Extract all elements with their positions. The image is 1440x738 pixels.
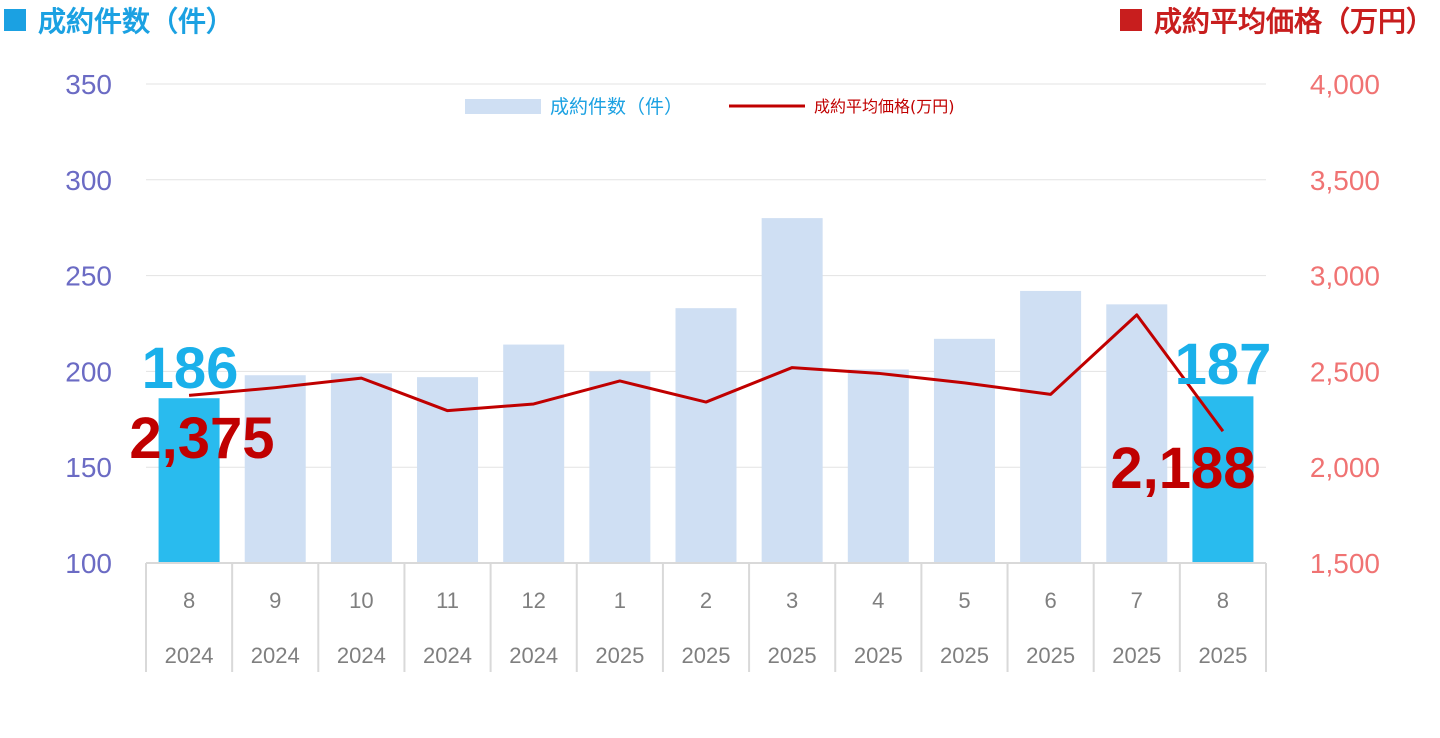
price-value-label: 2,375 xyxy=(129,406,274,471)
bar xyxy=(589,371,651,563)
year-label: 2024 xyxy=(509,643,558,668)
bar xyxy=(675,308,737,563)
year-label: 2025 xyxy=(1198,643,1247,668)
left-tick-label: 200 xyxy=(65,356,112,387)
bar xyxy=(933,338,995,563)
bar xyxy=(1020,290,1082,563)
right-axis-title-text: 成約平均価格（万円） xyxy=(1153,5,1434,38)
left-axis-title: 成約件数（件） xyxy=(4,2,234,38)
left-tick-label: 300 xyxy=(65,165,112,196)
bar-value-label: 186 xyxy=(142,336,239,401)
left-tick-label: 100 xyxy=(65,548,112,579)
month-label: 12 xyxy=(521,588,545,613)
year-label: 2025 xyxy=(1026,643,1075,668)
month-label: 6 xyxy=(1044,588,1056,613)
category-axis: 8 2024 9 2024 10 2024 11 2024 12 2024 1 2025 2 2025 3 2… xyxy=(145,562,1267,672)
bar xyxy=(1106,304,1168,563)
month-label: 8 xyxy=(183,588,195,613)
month-label: 8 xyxy=(1217,588,1229,613)
left-axis-ticks: 100 150 200 250 300 350 xyxy=(65,69,112,579)
bar xyxy=(761,218,823,563)
legend-bar-label: 成約件数（件） xyxy=(550,96,683,118)
year-label: 2025 xyxy=(682,643,731,668)
bar xyxy=(158,398,220,563)
right-tick-label: 1,500 xyxy=(1310,548,1380,579)
bar xyxy=(244,375,306,563)
right-tick-label: 3,500 xyxy=(1310,165,1380,196)
left-tick-label: 150 xyxy=(65,452,112,483)
month-label: 11 xyxy=(436,588,459,613)
legend-line-label: 成約平均価格(万円) xyxy=(814,97,955,116)
price-value-label: 2,188 xyxy=(1110,436,1255,501)
bar xyxy=(503,344,565,563)
month-label: 7 xyxy=(1131,588,1143,613)
right-tick-label: 2,500 xyxy=(1310,356,1380,387)
right-tick-label: 2,000 xyxy=(1310,452,1380,483)
right-tick-label: 4,000 xyxy=(1310,69,1380,100)
bar-series xyxy=(158,218,1254,563)
month-label: 2 xyxy=(700,588,712,613)
right-axis-title: 成約平均価格（万円） xyxy=(1119,2,1434,38)
right-title-swatch xyxy=(1119,9,1142,31)
left-tick-label: 250 xyxy=(65,261,112,292)
line-series xyxy=(188,313,1225,433)
month-label: 10 xyxy=(349,588,373,613)
year-label: 2025 xyxy=(854,643,903,668)
right-tick-label: 3,000 xyxy=(1310,261,1380,292)
year-label: 2025 xyxy=(595,643,644,668)
bar xyxy=(847,369,909,563)
legend: 成約件数（件） 成約平均価格(万円) xyxy=(465,96,955,118)
bar-value-label: 187 xyxy=(1175,332,1272,397)
year-label: 2024 xyxy=(337,643,386,668)
month-label: 9 xyxy=(269,588,281,613)
left-axis-title-text: 成約件数（件） xyxy=(38,5,235,38)
year-label: 2025 xyxy=(768,643,817,668)
legend-bar-swatch xyxy=(465,99,541,114)
data-annotations: 186 187 2,375 2,188 xyxy=(129,332,1271,501)
left-tick-label: 350 xyxy=(65,69,112,100)
month-label: 5 xyxy=(958,588,970,613)
year-label: 2024 xyxy=(165,643,214,668)
bar xyxy=(1192,396,1254,563)
month-label: 3 xyxy=(786,588,798,613)
left-title-swatch xyxy=(4,9,26,31)
month-label: 4 xyxy=(872,588,884,613)
bar xyxy=(417,377,479,563)
year-label: 2024 xyxy=(423,643,472,668)
right-axis-ticks: 1,500 2,000 2,500 3,000 3,500 4,000 xyxy=(1310,69,1380,579)
month-label: 1 xyxy=(614,588,626,613)
year-label: 2024 xyxy=(251,643,300,668)
bar xyxy=(330,373,392,563)
year-label: 2025 xyxy=(940,643,989,668)
year-label: 2025 xyxy=(1112,643,1161,668)
